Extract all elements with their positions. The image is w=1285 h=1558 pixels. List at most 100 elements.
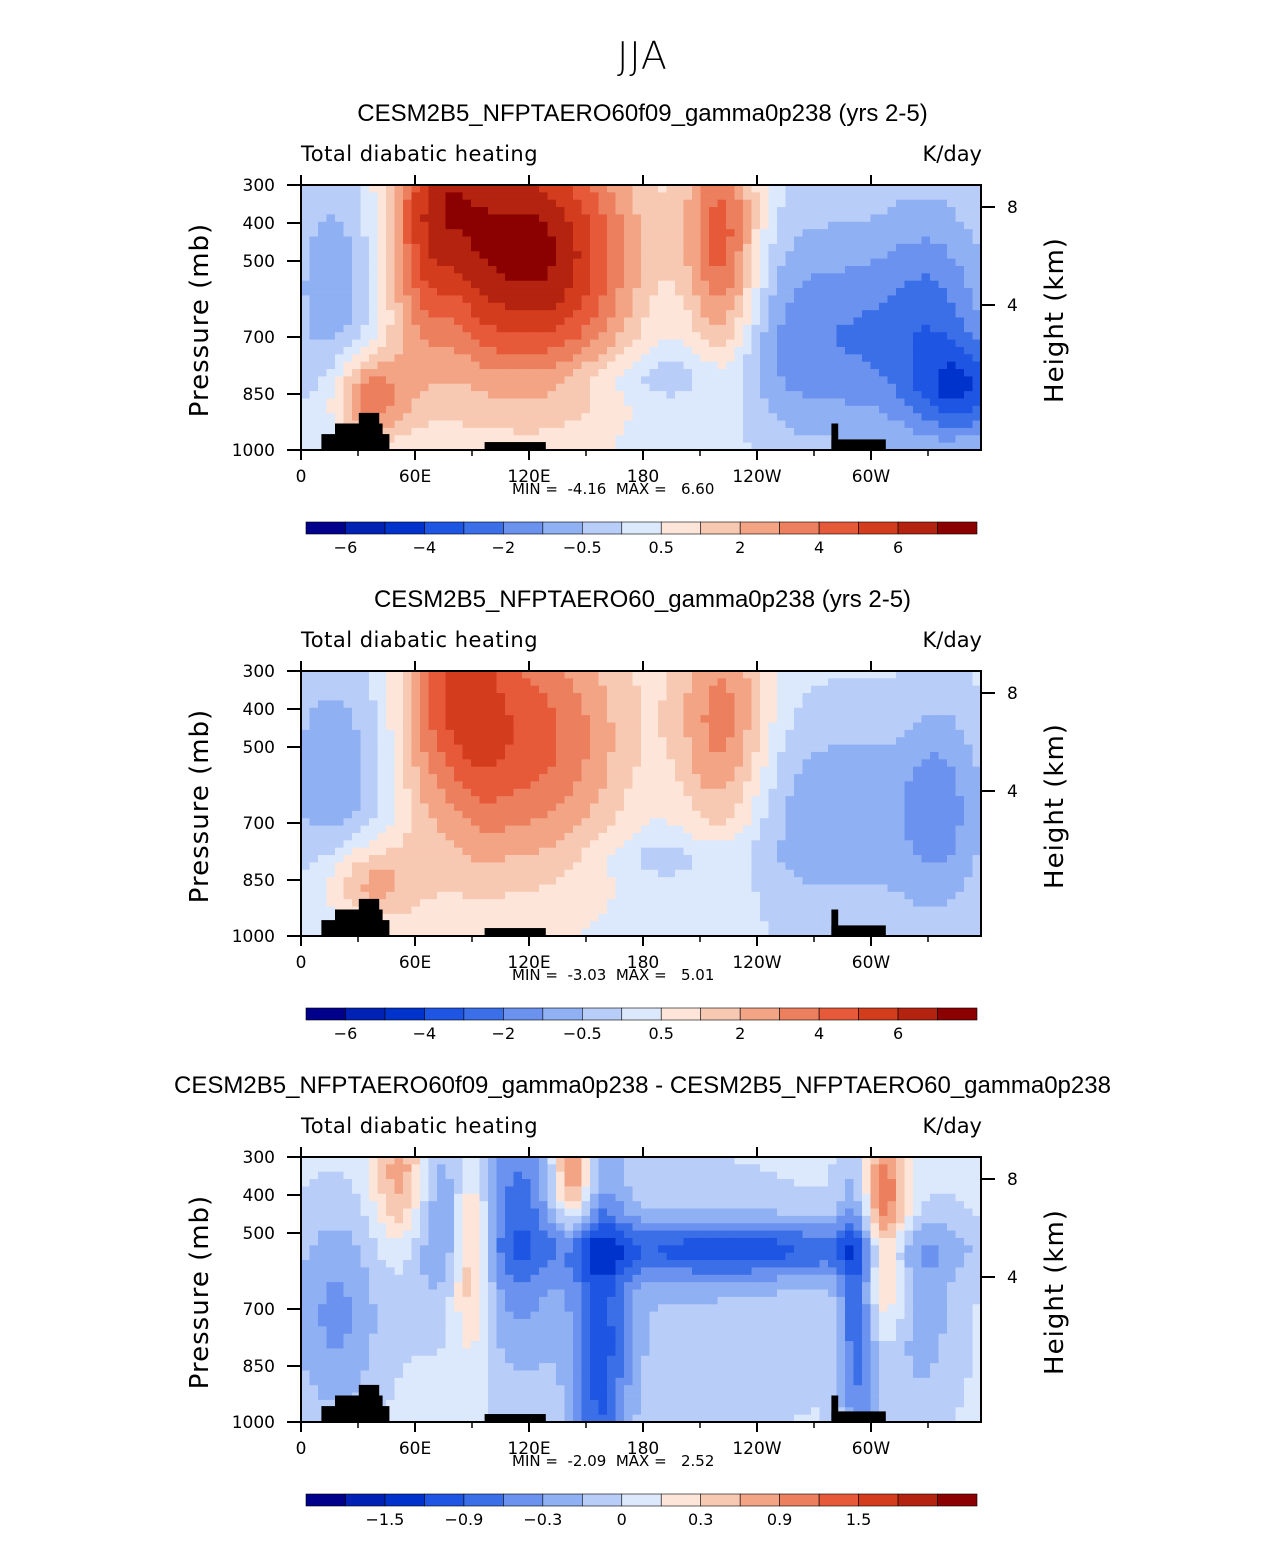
contour-cell	[633, 192, 642, 200]
contour-cell	[684, 428, 693, 436]
contour-cell	[310, 781, 319, 789]
contour-cell	[352, 796, 361, 804]
contour-cell	[956, 796, 965, 804]
contour-cell	[888, 789, 897, 797]
contour-cell	[743, 288, 752, 296]
contour-cell	[650, 318, 659, 326]
contour-cell	[480, 281, 489, 289]
contour-cell	[446, 745, 455, 753]
contour-cell	[803, 833, 812, 841]
contour-cell	[658, 848, 667, 856]
contour-cell	[956, 237, 965, 245]
contour-cell	[386, 310, 395, 318]
contour-cell	[667, 185, 676, 193]
contour-cell	[573, 303, 582, 311]
contour-cell	[582, 281, 591, 289]
contour-cell	[922, 826, 931, 834]
contour-cell	[964, 826, 973, 834]
contour-cell	[811, 303, 820, 311]
contour-cell	[556, 774, 565, 782]
contour-cell	[573, 192, 582, 200]
contour-cell	[692, 678, 701, 686]
contour-cell	[335, 708, 344, 716]
contour-cell	[820, 745, 829, 753]
contour-cell	[871, 244, 880, 252]
contour-cell	[454, 745, 463, 753]
contour-cell	[854, 214, 863, 222]
contour-cell	[854, 207, 863, 215]
contour-cell	[888, 840, 897, 848]
contour-cell	[811, 767, 820, 775]
contour-cell	[667, 678, 676, 686]
contour-cell	[437, 369, 446, 377]
contour-cell	[803, 325, 812, 333]
contour-cell	[607, 796, 616, 804]
contour-cell	[361, 200, 370, 208]
contour-cell	[429, 237, 438, 245]
contour-cell	[905, 318, 914, 326]
contour-cell	[760, 214, 769, 222]
contour-cell	[505, 222, 514, 230]
contour-cell	[641, 391, 650, 399]
contour-cell	[480, 789, 489, 797]
contour-cell	[565, 303, 574, 311]
contour-cell	[565, 678, 574, 686]
contour-cell	[454, 723, 463, 731]
contour-cell	[327, 745, 336, 753]
contour-cell	[769, 369, 778, 377]
contour-cell	[480, 855, 489, 863]
contour-cell	[522, 295, 531, 303]
contour-cell	[956, 723, 965, 731]
contour-cell	[650, 671, 659, 679]
contour-cell	[964, 288, 973, 296]
contour-cell	[624, 398, 633, 406]
contour-cell	[582, 273, 591, 281]
contour-cell	[820, 840, 829, 848]
contour-cell	[650, 406, 659, 414]
contour-cell	[650, 767, 659, 775]
contour-cell	[463, 340, 472, 348]
contour-cell	[947, 774, 956, 782]
contour-cell	[675, 384, 684, 392]
contour-cell	[828, 295, 837, 303]
contour-cell	[522, 428, 531, 436]
contour-cell	[429, 730, 438, 738]
contour-cell	[497, 288, 506, 296]
contour-cell	[301, 185, 310, 193]
contour-cell	[403, 840, 412, 848]
contour-cell	[939, 796, 948, 804]
contour-cell	[352, 222, 361, 230]
contour-cell	[964, 273, 973, 281]
contour-cell	[811, 678, 820, 686]
contour-cell	[318, 818, 327, 826]
contour-cell	[556, 811, 565, 819]
contour-cell	[335, 759, 344, 767]
contour-cell	[650, 693, 659, 701]
contour-cell	[862, 266, 871, 274]
contour-cell	[837, 362, 846, 370]
contour-cell	[786, 354, 795, 362]
contour-cell	[888, 259, 897, 267]
contour-cell	[446, 391, 455, 399]
contour-cell	[488, 362, 497, 370]
contour-cell	[531, 406, 540, 414]
contour-cell	[777, 774, 786, 782]
contour-cell	[956, 730, 965, 738]
contour-cell	[650, 251, 659, 259]
contour-cell	[344, 340, 353, 348]
contour-cell	[633, 185, 642, 193]
contour-cell	[956, 848, 965, 856]
contour-cell	[701, 693, 710, 701]
contour-cell	[735, 362, 744, 370]
contour-cell	[777, 362, 786, 370]
contour-cell	[514, 730, 523, 738]
contour-cell	[420, 266, 429, 274]
contour-cell	[429, 222, 438, 230]
contour-cell	[786, 848, 795, 856]
contour-cell	[556, 207, 565, 215]
contour-cell	[811, 384, 820, 392]
contour-cell	[539, 229, 548, 237]
contour-cell	[735, 303, 744, 311]
contour-cell	[446, 376, 455, 384]
contour-cell	[811, 848, 820, 856]
